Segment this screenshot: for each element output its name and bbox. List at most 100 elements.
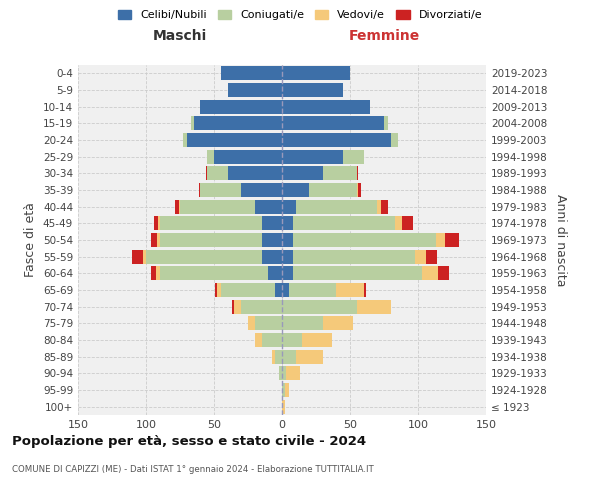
Bar <box>289 283 337 297</box>
Bar <box>343 150 364 164</box>
Bar <box>180 200 255 214</box>
Bar <box>282 383 285 397</box>
Bar <box>191 116 194 130</box>
Bar <box>395 216 401 230</box>
Bar <box>207 166 227 180</box>
Legend: Celibi/Nubili, Coniugati/e, Vedovi/e, Divorziati/e: Celibi/Nubili, Coniugati/e, Vedovi/e, Di… <box>113 6 487 25</box>
Y-axis label: Anni di nascita: Anni di nascita <box>554 194 567 286</box>
Bar <box>255 200 282 214</box>
Bar <box>227 166 282 180</box>
Bar <box>160 266 268 280</box>
Bar <box>436 233 445 247</box>
Bar <box>282 133 391 147</box>
Bar <box>207 150 214 164</box>
Bar <box>293 216 395 230</box>
Bar <box>293 250 415 264</box>
Bar <box>282 83 343 97</box>
Bar <box>282 350 296 364</box>
Bar <box>358 183 361 197</box>
Bar <box>282 283 289 297</box>
Bar <box>155 266 160 280</box>
Bar <box>272 350 275 364</box>
Bar <box>199 183 200 197</box>
Bar <box>160 216 262 230</box>
Bar <box>179 200 180 214</box>
Bar <box>175 200 179 214</box>
Bar <box>282 400 285 414</box>
Bar <box>415 250 426 264</box>
Bar <box>282 250 293 264</box>
Bar <box>282 216 293 230</box>
Bar <box>151 233 157 247</box>
Bar <box>426 250 437 264</box>
Bar <box>296 200 377 214</box>
Bar <box>275 350 282 364</box>
Text: Maschi: Maschi <box>153 28 207 42</box>
Bar <box>364 283 367 297</box>
Bar <box>309 183 357 197</box>
Bar <box>381 200 388 214</box>
Bar <box>160 233 262 247</box>
Bar <box>293 266 422 280</box>
Bar <box>285 383 289 397</box>
Bar <box>282 316 323 330</box>
Bar <box>293 233 436 247</box>
Bar <box>262 216 282 230</box>
Bar <box>282 333 302 347</box>
Bar <box>384 116 388 130</box>
Bar <box>217 283 221 297</box>
Bar <box>133 250 143 264</box>
Bar <box>445 233 459 247</box>
Bar <box>401 216 413 230</box>
Bar <box>282 300 357 314</box>
Text: Popolazione per età, sesso e stato civile - 2024: Popolazione per età, sesso e stato civil… <box>12 435 366 448</box>
Bar <box>206 166 207 180</box>
Bar <box>323 166 357 180</box>
Bar <box>357 300 391 314</box>
Bar <box>255 316 282 330</box>
Bar <box>151 266 155 280</box>
Bar <box>143 250 146 264</box>
Bar <box>214 150 282 164</box>
Bar <box>357 166 358 180</box>
Bar <box>200 100 282 114</box>
Bar <box>302 333 332 347</box>
Bar <box>221 283 275 297</box>
Bar <box>337 283 364 297</box>
Bar <box>221 66 282 80</box>
Bar <box>282 266 293 280</box>
Bar <box>158 216 160 230</box>
Bar <box>187 133 282 147</box>
Bar <box>262 333 282 347</box>
Text: COMUNE DI CAPIZZI (ME) - Dati ISTAT 1° gennaio 2024 - Elaborazione TUTTITALIA.IT: COMUNE DI CAPIZZI (ME) - Dati ISTAT 1° g… <box>12 465 374 474</box>
Bar <box>275 283 282 297</box>
Bar <box>323 316 353 330</box>
Bar <box>279 366 282 380</box>
Bar <box>262 233 282 247</box>
Bar <box>268 266 282 280</box>
Bar <box>296 350 323 364</box>
Bar <box>183 133 187 147</box>
Bar <box>154 216 158 230</box>
Bar <box>282 183 309 197</box>
Bar <box>282 100 370 114</box>
Bar <box>248 316 255 330</box>
Bar <box>282 150 343 164</box>
Bar <box>286 366 299 380</box>
Bar <box>235 300 241 314</box>
Bar <box>422 266 439 280</box>
Bar <box>282 366 286 380</box>
Bar <box>157 233 160 247</box>
Bar <box>200 183 241 197</box>
Bar <box>282 116 384 130</box>
Y-axis label: Fasce di età: Fasce di età <box>25 202 37 278</box>
Bar <box>232 300 235 314</box>
Bar <box>194 116 282 130</box>
Bar <box>357 183 358 197</box>
Bar <box>282 66 350 80</box>
Bar <box>282 200 296 214</box>
Bar <box>215 283 217 297</box>
Text: Femmine: Femmine <box>349 28 419 42</box>
Bar <box>377 200 381 214</box>
Bar <box>241 300 282 314</box>
